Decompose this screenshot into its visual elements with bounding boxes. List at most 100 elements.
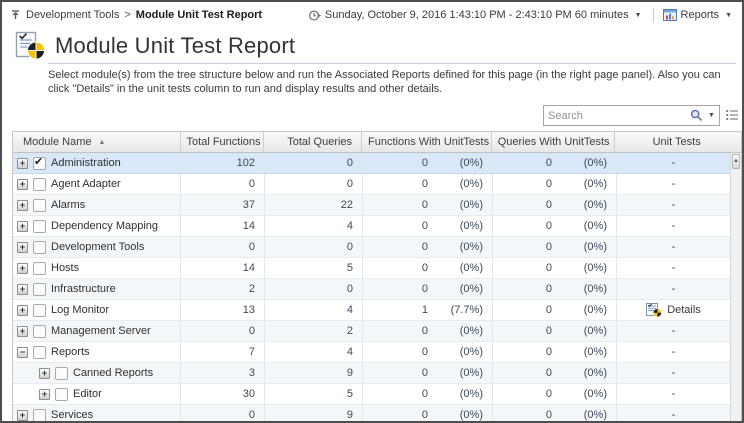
queries-unittests-percent: (0%)	[583, 346, 607, 358]
time-range-dropdown-icon[interactable]: ▼	[634, 11, 642, 19]
top-bar: Development Tools > Module Unit Test Rep…	[2, 2, 742, 26]
expand-button[interactable]: −	[17, 346, 28, 358]
row-checkbox[interactable]	[33, 219, 46, 233]
expand-button[interactable]: +	[17, 241, 28, 253]
module-table: Module Name ▲ Total Functions Total Quer…	[12, 131, 742, 421]
expand-button[interactable]: +	[17, 304, 28, 316]
reports-menu-button[interactable]: Reports ▼	[662, 9, 734, 21]
expand-button[interactable]: +	[17, 199, 28, 211]
queries-unittests-count: 0	[545, 199, 552, 211]
column-header-total-functions[interactable]: Total Functions	[181, 132, 265, 152]
table-row[interactable]: + Editor 30 5 0 (0%) 0 (0%)	[13, 384, 730, 405]
unit-tests-cell: -	[617, 384, 730, 404]
row-checkbox[interactable]	[33, 282, 46, 296]
queries-with-unittests-cell: 0 (0%)	[493, 237, 617, 257]
reports-menu-label: Reports	[680, 9, 720, 21]
functions-with-unittests-cell: 0 (0%)	[363, 174, 493, 194]
total-queries-cell: 9	[265, 405, 363, 421]
module-name-label: Editor	[73, 388, 102, 400]
unit-tests-cell: -	[617, 195, 730, 215]
table-row[interactable]: + Alarms 37 22 0 (0%) 0 (0%)	[13, 195, 730, 216]
functions-unittests-percent: (0%)	[459, 367, 483, 379]
column-header-unit-tests[interactable]: Unit Tests	[652, 136, 701, 148]
functions-unittests-count: 0	[421, 262, 428, 274]
module-name-label: Hosts	[51, 262, 80, 274]
details-report-icon	[646, 303, 662, 317]
expand-button[interactable]: +	[17, 178, 28, 190]
topbar-divider	[652, 8, 654, 22]
details-link[interactable]: Details	[646, 303, 701, 317]
table-row[interactable]: + Hosts 14 5 0 (0%) 0 (0%)	[13, 258, 730, 279]
module-name-label: Alarms	[51, 199, 86, 211]
search-icon[interactable]	[689, 108, 704, 123]
vertical-scrollbar[interactable]: ▲	[730, 153, 741, 421]
expand-button[interactable]: +	[17, 325, 28, 337]
expand-button[interactable]: +	[39, 388, 50, 400]
row-checkbox[interactable]	[33, 408, 46, 421]
queries-unittests-percent: (0%)	[583, 409, 607, 421]
expand-button[interactable]: +	[17, 409, 28, 421]
row-checkbox[interactable]	[55, 387, 68, 401]
expand-button[interactable]: +	[17, 283, 28, 295]
total-queries-cell: 5	[265, 384, 363, 404]
expand-button[interactable]: +	[17, 157, 28, 169]
unit-tests-cell: -	[617, 174, 730, 194]
table-row[interactable]: + Canned Reports 3 9 0 (0%) 0 (0%)	[13, 363, 730, 384]
table-header: Module Name ▲ Total Functions Total Quer…	[13, 132, 741, 153]
column-header-module-name[interactable]: Module Name ▲	[13, 132, 181, 152]
module-name-cell: + Dependency Mapping	[13, 216, 181, 236]
total-functions-cell: 0	[181, 237, 265, 257]
up-level-icon[interactable]	[10, 9, 22, 21]
functions-unittests-count: 0	[421, 178, 428, 190]
table-row[interactable]: + Development Tools 0 0 0 (0%) 0 (0%)	[13, 237, 730, 258]
table-row[interactable]: + Log Monitor 13 4 1 (7.7%) 0 (0%)	[13, 300, 730, 321]
module-name-label: Administration	[51, 157, 121, 169]
column-header-total-queries[interactable]: Total Queries	[264, 132, 363, 152]
row-checkbox[interactable]	[33, 324, 46, 338]
queries-unittests-percent: (0%)	[583, 262, 607, 274]
module-name-cell: + Editor	[13, 384, 181, 404]
table-row[interactable]: + Services 0 9 0 (0%) 0 (0%)	[13, 405, 730, 421]
unit-tests-value: -	[671, 346, 676, 358]
table-row[interactable]: + Dependency Mapping 14 4 0 (0%) 0 (0%)	[13, 216, 730, 237]
scroll-up-button[interactable]: ▲	[732, 154, 740, 169]
total-queries-cell: 4	[265, 342, 363, 362]
column-chooser-icon[interactable]	[725, 108, 739, 122]
breadcrumb-parent[interactable]: Development Tools	[26, 9, 120, 21]
sort-ascending-icon: ▲	[98, 139, 106, 146]
functions-with-unittests-cell: 0 (0%)	[363, 195, 493, 215]
row-checkbox[interactable]	[33, 240, 46, 254]
column-header-functions-with-unittests[interactable]: Functions With UnitTests	[362, 132, 492, 152]
module-name-label: Agent Adapter	[51, 178, 121, 190]
table-row[interactable]: − Reports 7 4 0 (0%) 0 (0%)	[13, 342, 730, 363]
row-checkbox[interactable]	[55, 366, 68, 380]
table-row[interactable]: + Management Server 0 2 0 (0%) 0 (0%)	[13, 321, 730, 342]
functions-unittests-count: 0	[421, 346, 428, 358]
row-checkbox[interactable]	[33, 261, 46, 275]
table-row[interactable]: + ✔ Administration 102 0 0 (0%) 0 (0%)	[13, 153, 730, 174]
row-checkbox[interactable]	[33, 177, 46, 191]
unit-tests-cell: -	[617, 363, 730, 383]
table-row[interactable]: + Agent Adapter 0 0 0 (0%) 0 (0%)	[13, 174, 730, 195]
search-options-dropdown-icon[interactable]: ▼	[708, 112, 715, 119]
total-functions-cell: 7	[181, 342, 265, 362]
time-range-control[interactable]: Sunday, October 9, 2016 1:43:10 PM - 2:4…	[308, 9, 644, 22]
row-checkbox[interactable]	[33, 303, 46, 317]
table-row[interactable]: + Infrastructure 2 0 0 (0%) 0 (0%)	[13, 279, 730, 300]
expand-button[interactable]: +	[17, 262, 28, 274]
expand-button[interactable]: +	[17, 220, 28, 232]
row-checkbox[interactable]: ✔	[33, 156, 46, 170]
search-input[interactable]	[544, 109, 689, 122]
column-header-queries-with-unittests[interactable]: Queries With UnitTests	[492, 132, 616, 152]
functions-with-unittests-cell: 0 (0%)	[363, 153, 493, 173]
row-checkbox[interactable]	[33, 198, 46, 212]
functions-unittests-count: 0	[421, 157, 428, 169]
row-checkbox[interactable]	[33, 345, 46, 359]
breadcrumb[interactable]: Development Tools > Module Unit Test Rep…	[10, 9, 262, 21]
reports-dropdown-icon[interactable]: ▼	[725, 11, 732, 19]
functions-with-unittests-cell: 0 (0%)	[363, 405, 493, 421]
queries-unittests-count: 0	[545, 178, 552, 190]
unit-tests-cell: -	[617, 237, 730, 257]
expand-button[interactable]: +	[39, 367, 50, 379]
total-queries-cell: 9	[265, 363, 363, 383]
